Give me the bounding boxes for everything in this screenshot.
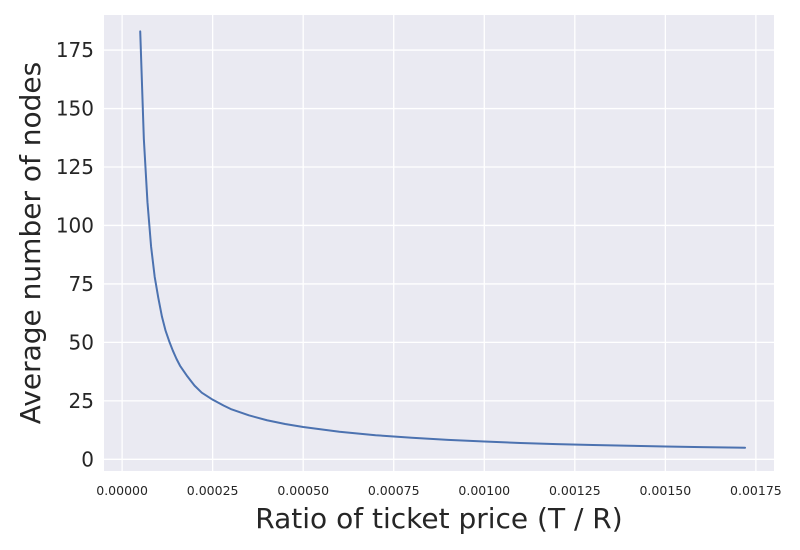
y-tick-label: 25 bbox=[69, 389, 94, 413]
series-layer bbox=[139, 30, 747, 449]
y-tick-label: 150 bbox=[56, 97, 94, 121]
y-axis-label: Average number of nodes bbox=[14, 62, 47, 424]
y-tick-label: 50 bbox=[69, 330, 94, 354]
x-tick-label: 0.00050 bbox=[277, 483, 329, 498]
x-tick-label: 0.00125 bbox=[549, 483, 601, 498]
x-tick-label: 0.00175 bbox=[730, 483, 782, 498]
plot-background bbox=[104, 15, 774, 471]
y-tick-label: 0 bbox=[81, 447, 94, 471]
x-axis-label: Ratio of ticket price (T / R) bbox=[255, 502, 622, 535]
x-tick-label: 0.00000 bbox=[96, 483, 148, 498]
x-tick-label: 0.00075 bbox=[368, 483, 420, 498]
y-tick-label: 100 bbox=[56, 213, 94, 237]
y-tick-label: 75 bbox=[69, 272, 94, 296]
x-tick-label: 0.00025 bbox=[187, 483, 239, 498]
x-gridlines bbox=[121, 15, 757, 471]
series-line bbox=[139, 30, 747, 449]
y-tick-label: 125 bbox=[56, 155, 94, 179]
x-tick-labels: 0.00000 0.00025 0.00050 0.00075 0.00100 0.001… bbox=[96, 483, 781, 498]
y-tick-labels: 0 25 50 75 100 125 150 175 bbox=[56, 38, 94, 471]
x-tick-label: 0.00150 bbox=[639, 483, 691, 498]
x-tick-label: 0.00100 bbox=[458, 483, 510, 498]
y-tick-label: 175 bbox=[56, 38, 94, 62]
y-gridlines bbox=[104, 49, 774, 460]
